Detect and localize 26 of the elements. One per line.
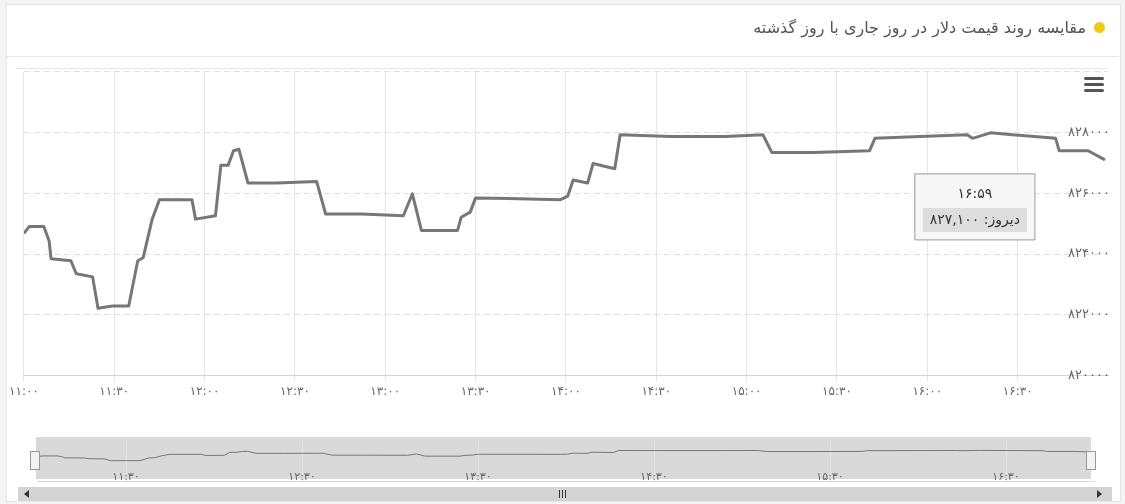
x-tick-label: ۱۵:۳۰	[816, 469, 844, 483]
x-tick-label: ۱۱:۳۰	[112, 469, 140, 483]
x-tick-label: ۱۲:۳۰	[288, 469, 316, 483]
annotation: دیروز: ۸۲۷,۱۰۰	[929, 210, 1020, 228]
y-tick-label: ۸۲۸۰۰۰	[1068, 123, 1110, 139]
x-tick-label: ۱۴:۰۰	[551, 383, 581, 398]
y-tick-label: ۸۲۴۰۰۰	[1068, 245, 1110, 261]
x-tick-label: ۱۱:۳۰	[99, 383, 130, 398]
x-tick-label: ۱۳:۳۰	[464, 469, 492, 483]
y-tick-label: ۸۲۶۰۰۰	[1068, 184, 1110, 200]
chart-title: مقایسه روند قیمت دلار در روز جاری با روز گذشته	[753, 18, 1086, 37]
x-tick-label: ۱۶:۳۰	[992, 469, 1020, 483]
x-tick-label: ۱۴:۳۰	[640, 469, 668, 483]
annotation: ۱۶:۵۹	[957, 184, 993, 201]
x-tick-label: ۱۵:۰۰	[731, 383, 762, 398]
x-tick-label: ۱۶:۳۰	[1002, 383, 1033, 398]
x-tick-label: ۱۵:۳۰	[822, 383, 852, 398]
x-tick-label: ۱۴:۳۰	[641, 383, 672, 398]
x-tick-label: ۱۲:۰۰	[189, 383, 220, 398]
x-tick-label: ۱۲:۳۰	[280, 383, 310, 398]
x-tick-label: ۱۶:۰۰	[912, 383, 943, 398]
x-tick-label: ۱۳:۰۰	[370, 383, 401, 398]
y-tick-label: ۸۲۲۰۰۰	[1068, 306, 1110, 322]
x-tick-label: ۱۱:۰۰	[9, 383, 39, 398]
x-tick-label: ۱۳:۳۰	[460, 383, 491, 398]
y-tick-label: ۸۲۰۰۰۰	[1068, 366, 1110, 382]
